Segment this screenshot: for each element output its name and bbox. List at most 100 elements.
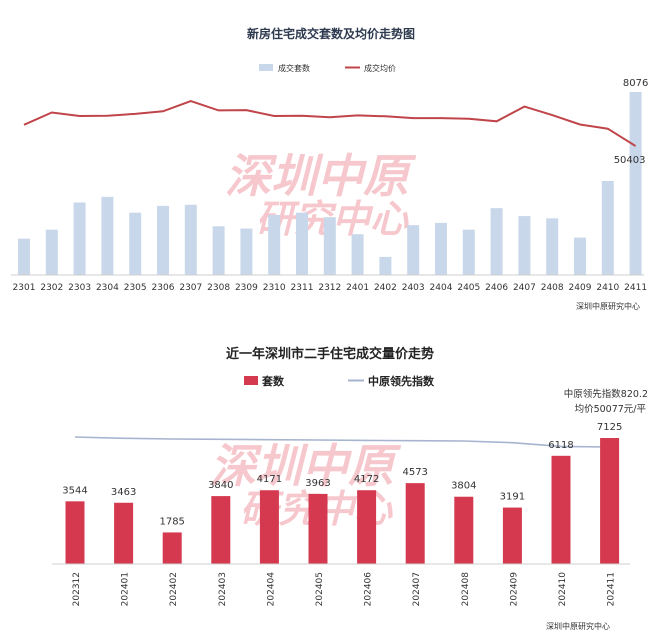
chart1-x-tick-2402: 2402 — [374, 283, 397, 293]
chart2-bar-202312 — [65, 501, 85, 564]
chart1-legend-bar-label: 成交套数 — [278, 63, 310, 73]
chart2-index-line — [74, 436, 610, 448]
chart1-bar-2411 — [629, 92, 642, 275]
chart1-bar-2304 — [101, 196, 114, 275]
chart1-x-tick-2302: 2302 — [40, 283, 63, 293]
chart1-x-tick-2311: 2311 — [291, 283, 314, 293]
watermark-1-line1: 深圳中原 — [225, 149, 417, 203]
chart1-x-tick-2301: 2301 — [13, 283, 36, 293]
chart1-bar-2410 — [601, 180, 614, 275]
chart1-x-tick-2305: 2305 — [124, 283, 147, 293]
chart2-x-tick-202403: 202403 — [218, 572, 228, 606]
chart2-x-tick-202411: 202411 — [607, 572, 617, 606]
chart1-bar-2303 — [73, 202, 86, 275]
chart2-data-label-202411: 7125 — [597, 422, 622, 433]
chart2-bar-202407 — [405, 483, 425, 564]
chart2-bar-202402 — [162, 532, 182, 564]
chart1-x-tick-2406: 2406 — [485, 283, 508, 293]
chart2-legend-line-label: 中原领先指数 — [368, 374, 435, 388]
chart1-bar-2407 — [518, 216, 531, 275]
chart1-title: 新房住宅成交套数及均价走势图 — [247, 26, 415, 41]
chart2-data-label-202406: 4172 — [354, 474, 379, 485]
chart1-x-tick-2309: 2309 — [235, 283, 258, 293]
chart1-x-tick-2304: 2304 — [96, 283, 119, 293]
chart1-x-tick-2303: 2303 — [68, 283, 91, 293]
chart1-x-tick-2409: 2409 — [569, 283, 592, 293]
chart2-bar-202403 — [211, 496, 231, 564]
chart1-x-tick-2306: 2306 — [152, 283, 175, 293]
chart2-x-tick-202401: 202401 — [121, 572, 131, 606]
chart1-x-tick-2307: 2307 — [179, 283, 202, 293]
chart1-x-tick-2405: 2405 — [457, 283, 480, 293]
chart1-x-tick-2410: 2410 — [596, 283, 619, 293]
chart1-bar-2406 — [490, 208, 503, 275]
resale-chart: 近一年深圳市二手住宅成交量价走势 套数 中原领先指数 中原领先指数820.2 均… — [52, 346, 648, 631]
chart1-x-tick-2308: 2308 — [207, 283, 230, 293]
chart1-bar-2312 — [323, 217, 336, 275]
chart1-bar-2310 — [268, 214, 281, 275]
chart2-x-tick-202312: 202312 — [72, 572, 82, 606]
chart1-x-tick-2404: 2404 — [430, 283, 453, 293]
chart2-legend-bar-label: 套数 — [262, 374, 285, 388]
chart1-legend-bar-swatch — [259, 64, 273, 71]
chart1-x-tick-2411: 2411 — [624, 283, 647, 293]
chart2-data-label-202403: 3840 — [208, 480, 233, 491]
chart1-bar-2311 — [296, 212, 308, 275]
chart1-bar-2409 — [574, 237, 586, 275]
chart1-bar-2307 — [184, 204, 197, 275]
chart2-data-label-202404: 4171 — [257, 474, 282, 485]
chart2-x-tick-202406: 202406 — [364, 572, 374, 607]
chart2-x-tick-202405: 202405 — [315, 572, 325, 606]
chart1-bar-2308 — [212, 226, 225, 275]
chart2-x-tick-202408: 202408 — [461, 572, 471, 607]
chart1-x-tick-2407: 2407 — [513, 283, 536, 293]
chart1-price-line — [23, 99, 637, 147]
chart1-bar-2405 — [462, 229, 475, 275]
chart1-legend-line-label: 成交均价 — [364, 63, 396, 73]
chart1-bar-2302 — [45, 229, 58, 275]
chart2-data-label-202401: 3463 — [111, 487, 136, 498]
chart2-legend-bar-swatch — [244, 376, 258, 385]
chart2-x-tick-202402: 202402 — [169, 572, 179, 606]
chart1-bar-2305 — [129, 212, 142, 275]
chart1-bar-2403 — [407, 225, 420, 275]
chart2-data-label-202312: 3544 — [62, 485, 87, 496]
chart2-title: 近一年深圳市二手住宅成交量价走势 — [226, 346, 434, 362]
chart2-source: 深圳中原研究中心 — [546, 621, 610, 631]
chart1-bar-2404 — [435, 222, 447, 275]
chart1-bar-2408 — [546, 218, 559, 275]
chart2-x-tick-202404: 202404 — [266, 572, 276, 607]
chart2-bar-202404 — [259, 490, 279, 564]
chart1-bar-2402 — [379, 256, 392, 275]
chart2-bar-202408 — [454, 496, 474, 564]
chart1-bar-2306 — [157, 205, 169, 275]
chart1-bar-2309 — [240, 228, 253, 275]
chart1-x-tick-2310: 2310 — [263, 283, 286, 293]
chart2-data-label-202410: 6118 — [548, 440, 573, 451]
chart1-source: 深圳中原研究中心 — [576, 301, 640, 311]
chart1-bar-2301 — [18, 238, 30, 275]
chart1-bar-2401 — [351, 234, 364, 275]
chart2-bar-202411 — [600, 438, 620, 564]
chart2-data-label-202409: 3191 — [500, 492, 525, 503]
chart1-data-label-8076: 8076 — [623, 78, 648, 89]
chart2-x-tick-202410: 202410 — [558, 572, 568, 607]
chart2-bar-202409 — [502, 507, 522, 564]
chart1-data-label-50403: 50403 — [614, 155, 646, 166]
watermark-2-line1: 深圳中原 — [210, 439, 402, 493]
chart1-x-tick-2401: 2401 — [346, 283, 369, 293]
chart2-data-label-202402: 1785 — [159, 516, 184, 527]
chart2-bar-202410 — [551, 455, 571, 564]
chart1-x-tick-2408: 2408 — [541, 283, 564, 293]
chart2-annotation-price: 均价50077元/平 — [575, 403, 647, 415]
chart2-x-tick-202409: 202409 — [509, 572, 519, 607]
chart2-bar-202401 — [114, 502, 134, 564]
chart2-data-label-202408: 3804 — [451, 481, 476, 492]
chart2-bar-202406 — [357, 490, 377, 564]
chart1-x-tick-2312: 2312 — [318, 283, 341, 293]
chart2-x-tick-202407: 202407 — [412, 572, 422, 606]
chart2-annotation-index: 中原领先指数820.2 — [564, 388, 648, 400]
new-home-chart: 新房住宅成交套数及均价走势图 成交套数 成交均价 深圳中原 研究中心 2301 2… — [11, 26, 648, 311]
chart2-data-label-202407: 4573 — [402, 467, 427, 478]
chart2-data-label-202405: 3963 — [305, 478, 330, 489]
